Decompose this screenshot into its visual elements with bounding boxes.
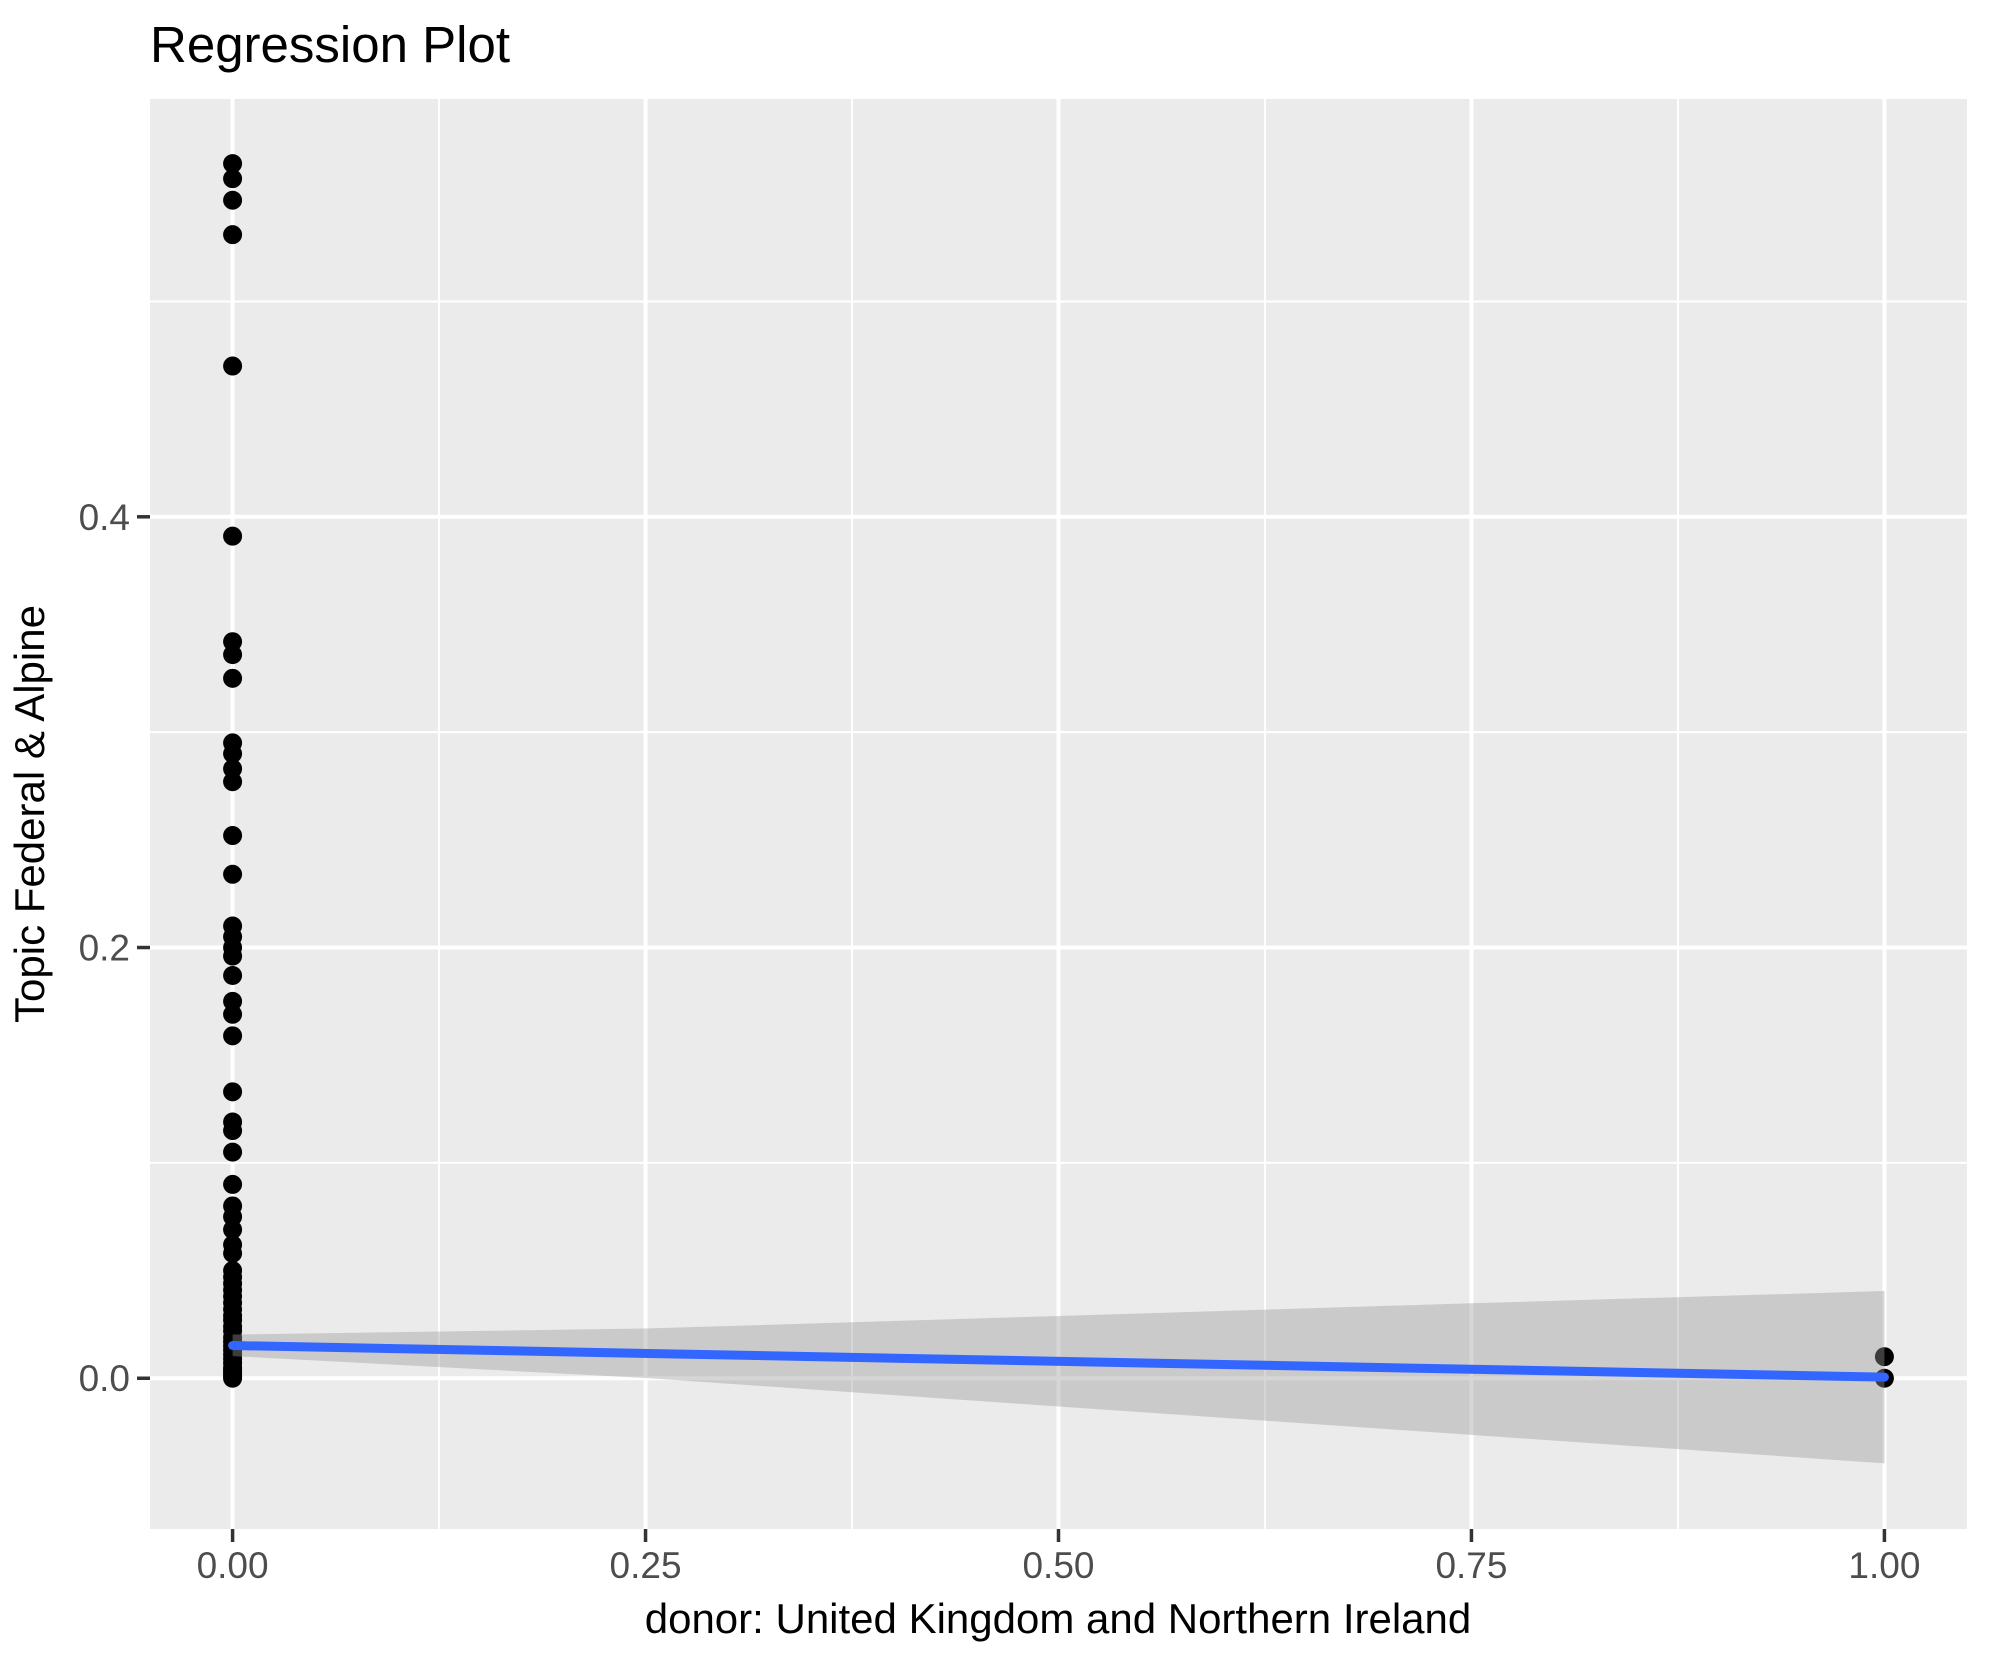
data-point [223, 668, 243, 688]
data-point [223, 1174, 243, 1194]
data-point [223, 1004, 243, 1024]
confidence-ribbon [232, 1291, 1885, 1464]
x-tick-label: 0.50 [1022, 1545, 1094, 1586]
data-point [223, 946, 243, 966]
data-point [223, 966, 243, 986]
plot-title: Regression Plot [150, 16, 510, 73]
regression-line [228, 1341, 1889, 1382]
y-axis-title: Topic Federal & Alpine [6, 605, 53, 1023]
y-tick-label: 0.4 [79, 497, 130, 538]
x-axis-ticks: 0.00 0.25 0.50 0.75 1.00 [197, 1529, 1920, 1586]
data-point [1874, 1347, 1894, 1367]
data-point [223, 1142, 243, 1162]
data-point [223, 190, 243, 210]
y-tick-label: 0.0 [79, 1358, 130, 1399]
data-point [223, 1082, 243, 1102]
data-point [223, 744, 243, 764]
gridlines-major [150, 99, 1967, 1529]
data-point [223, 864, 243, 884]
y-axis-ticks: 0.0 0.2 0.4 [79, 497, 150, 1399]
data-point [223, 1121, 243, 1141]
data-point [223, 1368, 243, 1388]
data-point [223, 526, 243, 546]
data-point [223, 1220, 243, 1240]
y-tick-label: 0.2 [79, 928, 130, 969]
data-point [223, 225, 243, 245]
x-tick-label: 0.00 [197, 1545, 269, 1586]
x-tick-label: 0.75 [1435, 1545, 1507, 1586]
data-point [223, 1243, 243, 1263]
data-point [223, 1026, 243, 1046]
data-point [223, 772, 243, 792]
data-point [223, 356, 243, 376]
x-tick-label: 1.00 [1848, 1545, 1920, 1586]
x-tick-label: 0.25 [610, 1545, 682, 1586]
data-point [223, 169, 243, 189]
data-point [223, 154, 243, 174]
data-point [223, 826, 243, 846]
x-axis-title: donor: United Kingdom and Northern Irela… [645, 1595, 1472, 1642]
data-point [223, 645, 243, 665]
